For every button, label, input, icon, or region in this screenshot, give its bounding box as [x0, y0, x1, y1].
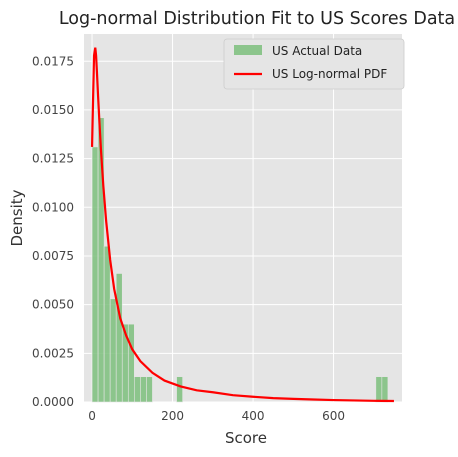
- histogram-bar: [128, 324, 134, 402]
- histogram-bar: [382, 377, 388, 402]
- histogram-bar: [376, 377, 382, 402]
- legend-swatch-actual-data: [234, 45, 262, 55]
- x-tick-label: 200: [161, 409, 184, 423]
- y-tick-labels: 0.0000 0.0025 0.0050 0.0075 0.0100 0.0125 0.01…: [32, 54, 74, 409]
- histogram-bar: [104, 246, 110, 402]
- y-tick-label: 0.0025: [32, 346, 74, 360]
- histogram-bar: [177, 377, 183, 402]
- y-tick-label: 0.0075: [32, 249, 74, 263]
- y-tick-label: 0.0175: [32, 54, 74, 68]
- histogram-bar: [134, 377, 140, 402]
- legend: US Actual Data US Log-normal PDF: [224, 39, 404, 89]
- y-tick-label: 0.0000: [32, 395, 74, 409]
- chart-title: Log-normal Distribution Fit to US Scores…: [59, 9, 455, 29]
- histogram-bar: [116, 273, 122, 402]
- x-tick-label: 600: [322, 409, 345, 423]
- x-tick-label: 0: [88, 409, 96, 423]
- y-tick-label: 0.0050: [32, 298, 74, 312]
- legend-label-actual-data: US Actual Data: [272, 44, 362, 58]
- y-axis-label: Density: [8, 189, 26, 246]
- x-axis-label: Score: [225, 429, 267, 447]
- histogram-bar: [140, 377, 146, 402]
- legend-label-pdf: US Log-normal PDF: [272, 67, 387, 81]
- x-tick-labels: 0 200 400 600: [88, 409, 345, 423]
- x-tick-label: 400: [242, 409, 265, 423]
- histogram-bar: [110, 299, 116, 402]
- histogram-bar: [146, 377, 152, 402]
- y-tick-label: 0.0125: [32, 152, 74, 166]
- y-tick-label: 0.0150: [32, 103, 74, 117]
- histogram-bar: [92, 147, 98, 402]
- y-tick-label: 0.0100: [32, 200, 74, 214]
